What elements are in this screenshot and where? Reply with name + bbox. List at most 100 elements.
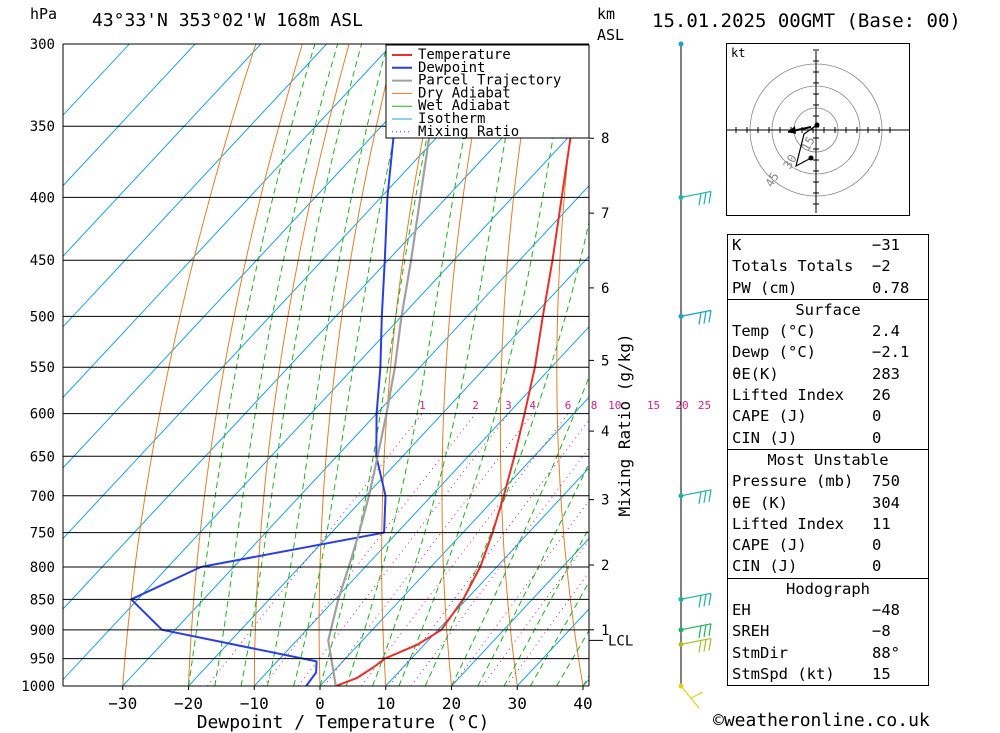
indices-table: K −31 Totals Totals −2 PW (cm) 0.78 Surface T… — [727, 234, 929, 687]
index-row: StmDir 88° — [728, 643, 928, 664]
index-value: 11 — [872, 514, 891, 533]
wind-barb-shaft — [680, 489, 712, 497]
most-unstable-title: Most Unstable — [767, 450, 889, 469]
index-value: −8 — [872, 622, 891, 641]
wind-barb-shaft — [680, 623, 712, 631]
pressure-tick-label: 650 — [30, 449, 55, 465]
index-label: Temp (°C) — [732, 322, 816, 341]
index-label: Dewp (°C) — [732, 343, 816, 362]
index-row: CAPE (J) 0 — [728, 406, 928, 427]
mixing-ratio-axis-label: Mixing Ratio (g/kg) — [615, 333, 634, 516]
storm-motion-arrowhead — [788, 126, 796, 134]
wind-profile — [678, 41, 712, 709]
index-value: 15 — [872, 664, 891, 683]
pressure-tick-label: 850 — [30, 592, 55, 608]
wet-adiabat-line — [529, 580, 589, 686]
index-row: CAPE (J) 0 — [728, 535, 928, 556]
mixing-ratio-label: 4 — [529, 399, 536, 412]
isotherm-line — [385, 467, 589, 686]
dry-adiabat-line — [955, 44, 1000, 686]
index-value: 283 — [872, 364, 900, 383]
mixing-ratio-line — [506, 571, 589, 686]
km-tick-label: 6 — [601, 281, 609, 297]
pressure-tick-label: 600 — [30, 407, 55, 423]
wind-barb-feather — [708, 638, 712, 651]
index-row: PW (cm) 0.78 — [728, 278, 928, 299]
index-label: StmSpd (kt) — [732, 664, 835, 683]
index-label: SREH — [732, 622, 770, 641]
dry-adiabat-line — [665, 44, 715, 686]
km-tick-label: 8 — [601, 131, 609, 147]
index-row: θE(K) 283 — [728, 364, 928, 385]
dry-adiabat-line — [188, 44, 303, 686]
wind-barb-feather — [703, 311, 707, 324]
mixing-ratio-label: 1 — [419, 399, 426, 412]
index-row: Pressure (mb) 750 — [728, 471, 928, 492]
hodograph-unit: kt — [731, 46, 745, 60]
pressure-tick-label: 300 — [30, 37, 55, 53]
wind-barb-shaft — [680, 637, 712, 646]
hodograph-ring-label: 30 — [780, 152, 799, 172]
index-label: Lifted Index — [732, 386, 844, 405]
wind-barb-feather — [698, 193, 702, 206]
mixing-ratio-line — [388, 419, 589, 686]
pressure-tick-label: 750 — [30, 526, 55, 542]
dry-adiabat-line — [122, 44, 257, 686]
hodograph-point — [808, 155, 814, 161]
index-label: CIN (J) — [732, 557, 798, 576]
wind-barb-shaft — [680, 685, 700, 709]
series-parcel-trajectory — [327, 44, 446, 686]
pressure-tick-label: 400 — [30, 190, 55, 206]
pressure-tick-label: 550 — [30, 360, 55, 376]
unit-km-label: km — [597, 5, 616, 23]
index-row: SREH −8 — [728, 621, 928, 642]
pressure-tick-label: 350 — [30, 119, 55, 135]
isotherm-line — [188, 255, 589, 686]
mixing-ratio-label: 20 — [675, 399, 688, 412]
dry-adiabat-line — [381, 44, 443, 686]
index-value: 0.78 — [872, 278, 910, 297]
mixing-ratio-line — [482, 539, 589, 686]
index-value: 304 — [872, 493, 900, 512]
wet-adiabat-line — [398, 44, 571, 686]
km-tick-label: 3 — [601, 493, 609, 509]
mixing-ratio-label: 2 — [472, 399, 479, 412]
wind-barb-feather — [708, 489, 712, 502]
wind-barb-feather — [708, 593, 712, 606]
index-row: θE (K) 304 — [728, 493, 928, 514]
wind-barb-feather — [703, 594, 707, 607]
isotherm-line — [63, 114, 589, 681]
index-label: θE(K) — [732, 364, 779, 383]
index-value: 26 — [872, 386, 891, 405]
mixing-ratio-line — [410, 447, 589, 686]
wind-barb-feather — [708, 623, 712, 636]
pressure-tick-label: 950 — [30, 652, 55, 668]
index-label: StmDir — [732, 643, 788, 662]
wind-barb-shaft — [680, 190, 712, 198]
pressure-tick-label: 900 — [30, 623, 55, 639]
isotherm-line — [253, 326, 589, 686]
wet-adiabat-line — [424, 220, 589, 686]
index-label: CIN (J) — [732, 428, 798, 447]
index-value: 0 — [872, 407, 882, 426]
isotherm-line — [63, 44, 262, 258]
unit-hpa-label: hPa — [30, 5, 58, 23]
index-label: CAPE (J) — [732, 536, 807, 555]
isotherm-line — [63, 44, 130, 116]
wind-barb-feather — [698, 625, 702, 638]
mixing-ratio-label: 8 — [591, 399, 598, 412]
wind-barb-feather — [708, 310, 712, 323]
index-label: Lifted Index — [732, 514, 844, 533]
isotherm-line — [319, 396, 589, 686]
wet-adiabat-line — [503, 526, 589, 686]
index-value: −31 — [872, 236, 900, 254]
index-row: Temp (°C) 2.4 — [728, 321, 928, 342]
mixing-ratio-label: 3 — [505, 399, 512, 412]
pressure-tick-label: 450 — [30, 253, 55, 269]
lcl-label: LCL — [608, 633, 633, 649]
wet-adiabat-line — [451, 375, 589, 686]
index-label: EH — [732, 601, 751, 620]
isotherm-line — [63, 44, 459, 469]
